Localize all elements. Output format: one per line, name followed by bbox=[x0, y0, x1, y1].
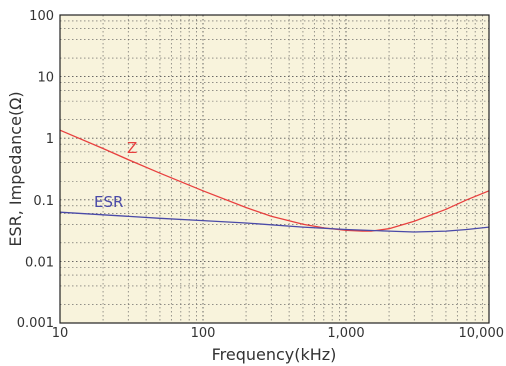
series-layer bbox=[59, 129, 490, 233]
y-axis-title: ESR, Impedance(Ω) bbox=[6, 91, 25, 246]
x-tick-label: 100 bbox=[191, 326, 216, 341]
y-tick-label: 0.1 bbox=[33, 194, 54, 209]
y-tick-label: 10 bbox=[37, 71, 54, 86]
series-line-esr bbox=[59, 211, 490, 233]
y-tick-label: 100 bbox=[29, 9, 54, 24]
plot-border bbox=[59, 14, 490, 324]
y-tick-label: 0.01 bbox=[25, 255, 54, 270]
y-axis-ticks: 0.001 0.01 0.1 1 10 100 bbox=[17, 9, 54, 331]
series-label-z: Z bbox=[127, 139, 137, 157]
plot-area bbox=[60, 15, 489, 323]
series-label-esr: ESR bbox=[94, 193, 123, 211]
x-tick-label: 10,000 bbox=[459, 326, 505, 341]
x-tick-label: 10 bbox=[52, 326, 69, 341]
grid bbox=[60, 15, 489, 323]
y-tick-label: 0.001 bbox=[17, 316, 54, 331]
x-axis-ticks: 10 100 1,000 10,000 bbox=[52, 326, 504, 341]
x-axis-title: Frequency(kHz) bbox=[212, 345, 337, 364]
y-tick-label: 1 bbox=[46, 132, 54, 147]
x-tick-label: 1,000 bbox=[327, 326, 364, 341]
